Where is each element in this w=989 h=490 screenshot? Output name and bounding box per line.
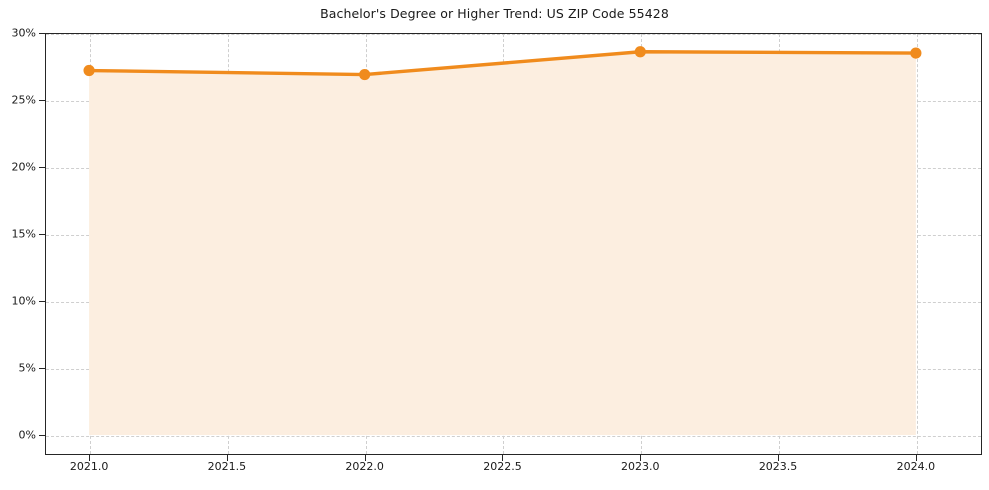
x-axis-tick-label: 2024.0 (896, 460, 936, 473)
gridline-vertical (503, 34, 505, 454)
y-axis-tick-label: 5% (18, 361, 36, 375)
y-axis-tick-mark (39, 301, 45, 302)
gridline-horizontal (46, 168, 981, 169)
x-axis-tick-label: 2021.5 (207, 460, 247, 473)
y-axis-tick-mark (39, 368, 45, 369)
chart-title: Bachelor's Degree or Higher Trend: US ZI… (320, 6, 669, 21)
y-axis-tick-mark (39, 234, 45, 235)
gridline-vertical (779, 34, 781, 454)
x-axis-tick-mark (640, 455, 642, 461)
plot-area (45, 33, 982, 455)
gridline-horizontal (46, 101, 981, 102)
gridline-horizontal (46, 369, 981, 370)
y-axis-tick-label: 10% (11, 294, 36, 308)
x-axis-tick-mark (502, 455, 504, 461)
gridline-vertical (227, 34, 229, 454)
gridline-vertical (641, 34, 643, 454)
x-axis-tick-label: 2021.0 (69, 460, 109, 473)
y-axis-tick-mark (39, 100, 45, 101)
x-axis-tick-mark (89, 455, 91, 461)
y-axis-tick-mark (39, 435, 45, 436)
x-axis-tick-label: 2023.0 (621, 460, 660, 473)
y-axis-tick-label: 15% (11, 227, 36, 241)
gridline-vertical (916, 34, 918, 454)
y-axis-tick-label: 30% (11, 26, 36, 40)
x-axis-tick-mark (226, 455, 228, 461)
x-axis-tick-mark (778, 455, 780, 461)
gridline-horizontal (46, 302, 981, 303)
gridline-horizontal (46, 34, 981, 35)
gridline-horizontal (46, 235, 981, 236)
y-axis-tick-label: 25% (11, 93, 36, 107)
gridline-horizontal (46, 436, 981, 437)
y-axis-tick-mark (39, 167, 45, 168)
y-axis-tick-label: 0% (18, 428, 36, 442)
x-axis-tick-label: 2022.0 (345, 460, 384, 473)
gridline-vertical (365, 34, 367, 454)
y-axis-tick-label: 20% (11, 160, 36, 174)
x-axis-tick-label: 2022.5 (483, 460, 522, 473)
gridline-vertical (90, 34, 92, 454)
x-axis-tick-mark (915, 455, 917, 461)
x-axis-tick-mark (364, 455, 366, 461)
plot-inner (46, 34, 981, 454)
y-axis-tick-mark (39, 33, 45, 34)
x-axis-tick-label: 2023.5 (758, 460, 798, 473)
